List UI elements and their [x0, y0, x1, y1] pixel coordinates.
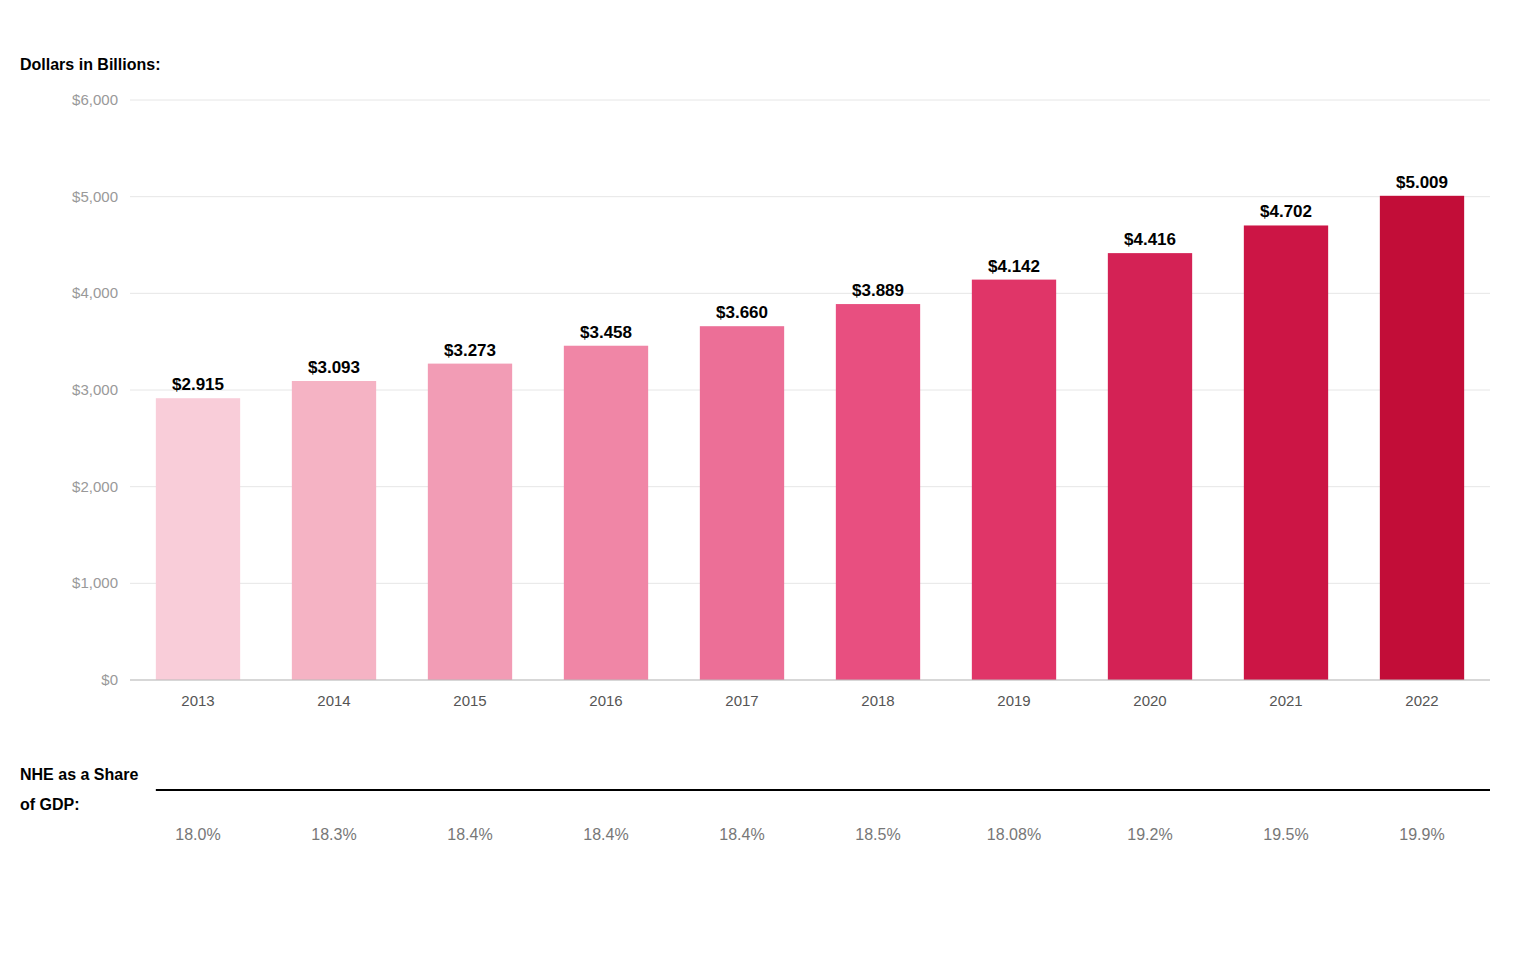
x-tick-label: 2021	[1269, 692, 1302, 709]
x-tick-label: 2019	[997, 692, 1030, 709]
bar	[1380, 196, 1464, 680]
data-label: $3.458	[580, 323, 632, 342]
gdp-share: 18.5%	[855, 826, 900, 843]
data-label: $4.142	[988, 257, 1040, 276]
bar	[292, 381, 376, 680]
bar	[564, 346, 648, 680]
bar	[1244, 225, 1328, 680]
grid-line	[130, 196, 1490, 197]
background	[0, 0, 1536, 974]
gdp-divider	[156, 789, 1490, 791]
data-label: $5.009	[1396, 173, 1448, 192]
data-label: $3.889	[852, 281, 904, 300]
y-tick-label: $3,000	[72, 381, 118, 398]
y-tick-label: $4,000	[72, 284, 118, 301]
bar	[156, 398, 240, 680]
gdp-label: of GDP:	[20, 796, 80, 813]
gdp-share: 18.0%	[175, 826, 220, 843]
bar	[836, 304, 920, 680]
gdp-share: 18.3%	[311, 826, 356, 843]
y-tick-label: $5,000	[72, 188, 118, 205]
bar	[700, 326, 784, 680]
gdp-share: 18.4%	[719, 826, 764, 843]
data-label: $3.273	[444, 341, 496, 360]
y-tick-label: $2,000	[72, 478, 118, 495]
gdp-share: 19.5%	[1263, 826, 1308, 843]
data-label: $4.702	[1260, 202, 1312, 221]
bar	[972, 280, 1056, 680]
bar	[428, 364, 512, 680]
x-tick-label: 2015	[453, 692, 486, 709]
x-tick-label: 2018	[861, 692, 894, 709]
grid-line	[130, 100, 1490, 101]
gdp-share: 18.08%	[987, 826, 1041, 843]
gdp-share: 19.9%	[1399, 826, 1444, 843]
y-tick-label: $0	[101, 671, 118, 688]
grid	[130, 100, 1490, 680]
data-label: $3.660	[716, 303, 768, 322]
gdp-share: 18.4%	[583, 826, 628, 843]
x-tick-label: 2014	[317, 692, 350, 709]
chart: Dollars in Billions: $0 $1,000 $2,000 $3,000…	[0, 0, 1536, 974]
data-label: $3.093	[308, 358, 360, 377]
x-tick-label: 2017	[725, 692, 758, 709]
x-axis-line	[130, 680, 1490, 681]
x-tick-label: 2022	[1405, 692, 1438, 709]
x-tick-label: 2013	[181, 692, 214, 709]
gdp-share: 19.2%	[1127, 826, 1172, 843]
x-tick-label: 2016	[589, 692, 622, 709]
gdp-label: NHE as a Share	[20, 766, 138, 783]
data-label: $4.416	[1124, 230, 1176, 249]
data-label: $2.915	[172, 375, 224, 394]
y-tick-label: $1,000	[72, 574, 118, 591]
y-tick-label: $6,000	[72, 91, 118, 108]
y-axis-label: Dollars in Billions:	[20, 56, 160, 73]
grid-line	[130, 680, 1490, 681]
bars	[156, 196, 1464, 680]
gdp-share: 18.4%	[447, 826, 492, 843]
x-tick-label: 2020	[1133, 692, 1166, 709]
bar	[1108, 253, 1192, 680]
